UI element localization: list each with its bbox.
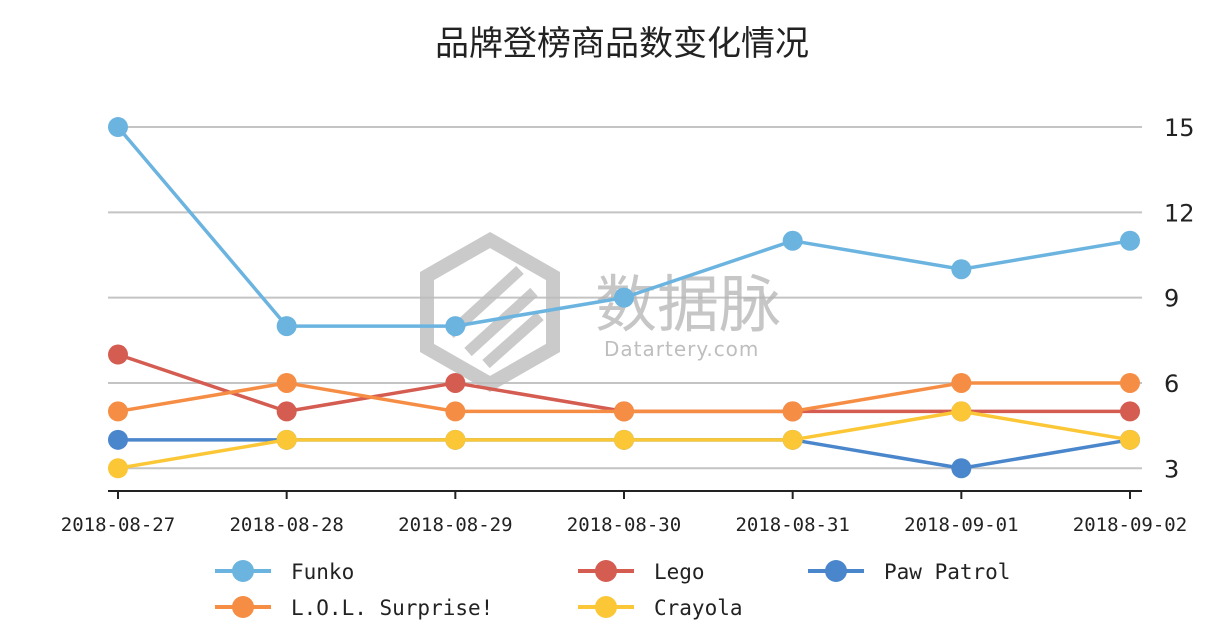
data-point (445, 401, 466, 422)
y-tick-label: 3 (1164, 455, 1179, 483)
data-point (951, 259, 972, 280)
legend-label: L.O.L. Surprise! (291, 596, 493, 620)
legend-marker (595, 560, 617, 582)
legend-label: Lego (654, 560, 705, 584)
legend: Funko Lego Paw Patrol L.O.L. Surprise! Crayo… (215, 560, 1010, 620)
series-crayola (108, 401, 1140, 479)
x-tick-label: 2018-08-27 (61, 514, 175, 536)
legend-marker (232, 560, 254, 582)
data-point (108, 401, 128, 422)
data-point (108, 117, 128, 138)
legend-marker (595, 596, 617, 618)
legend-item[interactable]: Funko (215, 560, 354, 584)
data-point (951, 458, 972, 479)
series-layer (108, 117, 1140, 479)
data-point (108, 429, 128, 450)
watermark: 数据脉 Datartery.com (420, 231, 781, 393)
data-point (445, 372, 466, 393)
data-point (445, 316, 466, 337)
data-point (445, 429, 466, 450)
legend-item[interactable]: L.O.L. Surprise! (215, 596, 493, 620)
grid: 3 6 9 12 15 (108, 114, 1195, 483)
data-point (951, 372, 972, 393)
series-funko (108, 117, 1140, 337)
x-axis: 2018-08-27 2018-08-28 2018-08-29 2018-08-30… (61, 490, 1187, 536)
legend-label: Paw Patrol (884, 560, 1010, 584)
watermark-logo-icon (420, 231, 560, 393)
y-tick-label: 9 (1164, 285, 1179, 313)
legend-marker (232, 596, 254, 618)
data-point (614, 401, 634, 422)
x-tick-label: 2018-08-30 (567, 514, 681, 536)
x-tick-label: 2018-08-31 (735, 514, 849, 536)
x-tick-label: 2018-08-29 (398, 514, 512, 536)
legend-item[interactable]: Lego (578, 560, 705, 584)
legend-item[interactable]: Crayola (578, 596, 743, 620)
data-point (276, 401, 297, 422)
y-tick-label: 12 (1164, 199, 1195, 227)
x-tick-label: 2018-08-28 (229, 514, 343, 536)
data-point (614, 287, 634, 308)
legend-label: Crayola (654, 596, 743, 620)
series-l-o-l-surprise (108, 372, 1140, 422)
x-tick-label: 2018-09-01 (904, 514, 1018, 536)
watermark-subtext: Datartery.com (604, 337, 759, 361)
data-point (276, 316, 297, 337)
x-tick-label: 2018-09-02 (1073, 514, 1187, 536)
data-point (782, 401, 803, 422)
data-point (108, 458, 128, 479)
data-point (951, 401, 972, 422)
data-point (276, 429, 297, 450)
data-point (1120, 372, 1140, 393)
y-tick-label: 15 (1164, 114, 1195, 142)
legend-item[interactable]: Paw Patrol (808, 560, 1010, 584)
legend-label: Funko (291, 560, 354, 584)
legend-marker (825, 560, 847, 582)
data-point (1120, 429, 1140, 450)
data-point (782, 429, 803, 450)
chart-title: 品牌登榜商品数变化情况 (435, 24, 809, 64)
data-point (276, 372, 297, 393)
data-point (108, 344, 128, 365)
data-point (1120, 401, 1140, 422)
data-point (782, 230, 803, 251)
data-point (614, 429, 634, 450)
data-point (1120, 230, 1140, 251)
y-tick-label: 6 (1164, 370, 1179, 398)
